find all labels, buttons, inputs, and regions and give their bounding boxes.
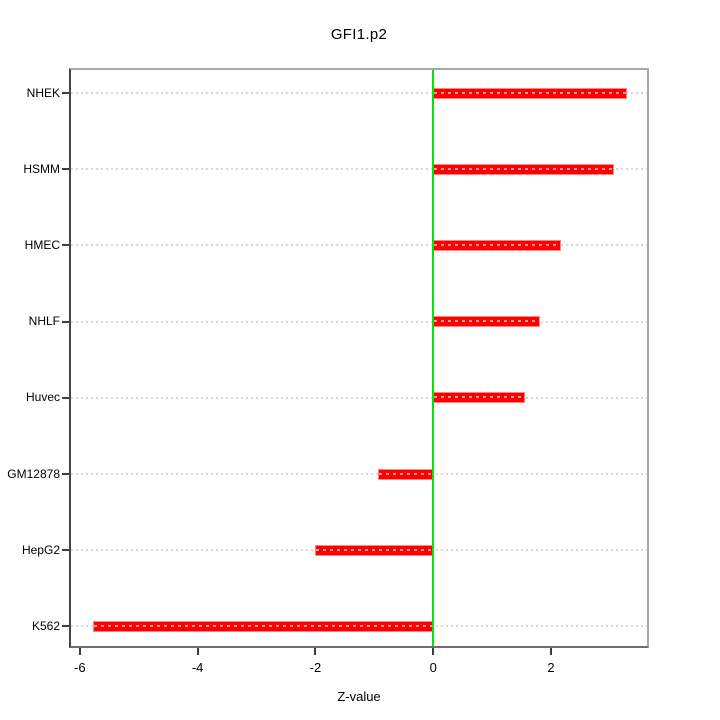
x-axis-title: Z-value <box>337 689 381 704</box>
gridline-hmec <box>71 244 647 247</box>
y-axis-tick-nhlf <box>62 320 69 323</box>
x-axis-tick <box>78 648 81 655</box>
x-axis-tick-label: -6 <box>74 660 86 675</box>
y-axis-label-hmec: HMEC <box>24 237 60 252</box>
y-axis-tick-gm12878 <box>62 473 69 475</box>
plot-area: NHEK HSMM HMEC NHLF Huvec GM12878 HepG2 K562 -6 -… <box>7 68 649 675</box>
y-axis-tick-hsmm <box>62 168 69 171</box>
y-axis-label-nhek: NHEK <box>26 85 60 100</box>
y-axis-tick-nhek <box>62 92 69 94</box>
bar-hepg2 <box>315 544 434 556</box>
y-axis-tick-k562 <box>62 625 69 628</box>
bar-gm12878 <box>378 468 434 480</box>
y-axis-label-hepg2: HepG2 <box>21 542 60 557</box>
x-axis-tick <box>550 648 552 655</box>
x-axis-tick-label: 0 <box>429 660 437 675</box>
bar-hmec <box>433 239 561 251</box>
x-axis-tick <box>314 648 317 655</box>
bar-nhlf <box>433 316 541 328</box>
y-axis-label-gm12878: GM12878 <box>7 466 60 481</box>
bar-hsmm <box>433 163 614 175</box>
gridline-nhlf <box>71 320 647 323</box>
x-axis-tick <box>432 648 435 655</box>
bar-k562 <box>93 620 434 632</box>
x-axis-tick-label: -4 <box>191 660 204 675</box>
gridline-nhek <box>71 92 647 94</box>
bar-huvec <box>433 392 526 404</box>
gridline-huvec <box>71 396 647 399</box>
bar-nhek <box>433 87 627 99</box>
y-axis-label-huvec: Huvec <box>25 390 60 405</box>
x-axis-tick-label: 2 <box>547 660 555 675</box>
y-axis-label-k562: K562 <box>31 618 60 633</box>
y-axis-label-hsmm: HSMM <box>23 161 60 176</box>
y-axis-tick-huvec <box>62 396 69 399</box>
y-axis-tick-hmec <box>62 244 69 247</box>
zero-reference-line <box>432 70 435 646</box>
x-axis-tick <box>196 648 199 655</box>
gridline-hsmm <box>71 168 647 171</box>
gridline-gm12878 <box>71 473 647 475</box>
x-axis-tick-label: -2 <box>309 660 322 675</box>
y-axis-label-nhlf: NHLF <box>28 314 60 329</box>
y-axis-tick-hepg2 <box>62 549 69 552</box>
chart-title: GFI1.p2 <box>330 26 388 43</box>
